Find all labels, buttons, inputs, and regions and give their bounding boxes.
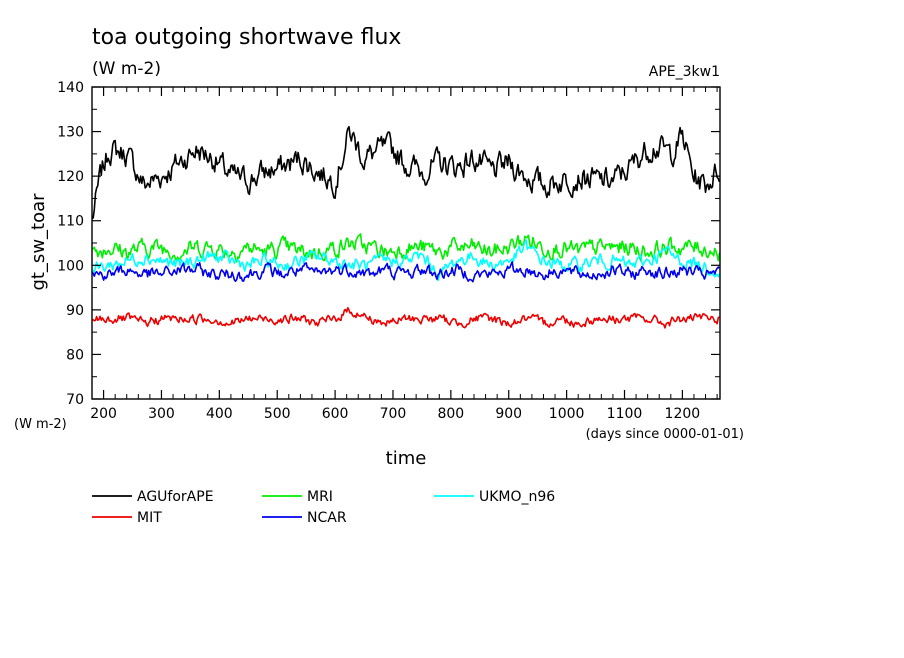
- x-tick-label: 300: [148, 406, 175, 422]
- x-axis-label: time: [386, 448, 427, 469]
- y-axis-label: gt_sw_toar: [28, 193, 49, 291]
- y-tick-label: 90: [66, 303, 84, 319]
- axis-layer: 70 80 90 100 110 120 130 140 200 300 400 500 600 700 8…: [57, 80, 721, 422]
- series-line-aguforape: [91, 125, 721, 220]
- x-tick-label: 400: [206, 406, 233, 422]
- legend-label-aguforape: AGUforAPE: [137, 489, 214, 505]
- x-tick-label: 600: [322, 406, 349, 422]
- x-tick-label: 500: [264, 406, 291, 422]
- experiment-tag: APE_3kw1: [649, 64, 720, 80]
- y-tick-label: 100: [57, 258, 84, 274]
- y-tick-label: 120: [57, 169, 84, 185]
- x-tick-label: 800: [437, 406, 464, 422]
- x-tick-label: 1100: [607, 406, 643, 422]
- chart-title: toa outgoing shortwave flux: [92, 25, 401, 50]
- x-tick-label: 1000: [549, 406, 585, 422]
- x-axis-units: (days since 0000-01-01): [586, 427, 744, 442]
- legend-label-mit: MIT: [137, 510, 162, 526]
- x-tick-label: 700: [380, 406, 407, 422]
- x-tick-label: 900: [495, 406, 522, 422]
- legend-label-ncar: NCAR: [307, 510, 347, 526]
- chart-subtitle: (W m-2): [92, 59, 161, 79]
- legend: AGUforAPE MRI UKMO_n96 MIT NCAR: [92, 489, 555, 526]
- series-line-mri: [91, 233, 721, 263]
- y-tick-label: 110: [57, 214, 84, 230]
- series-line-ncar: [91, 261, 721, 283]
- series-line-ukmo_n96: [91, 239, 721, 282]
- legend-label-mri: MRI: [307, 489, 333, 505]
- series-line-mit: [91, 307, 720, 329]
- x-tick-label: 1200: [665, 406, 701, 422]
- y-tick-label: 70: [66, 392, 84, 408]
- legend-label-ukmo_n96: UKMO_n96: [479, 489, 555, 505]
- y-tick-label: 80: [66, 347, 84, 363]
- y-tick-label: 140: [57, 80, 84, 96]
- y-axis-units: (W m-2): [14, 417, 67, 432]
- plot-frame: [91, 86, 721, 400]
- series-layer: [91, 125, 721, 329]
- y-tick-label: 130: [57, 125, 84, 141]
- x-tick-label: 200: [90, 406, 117, 422]
